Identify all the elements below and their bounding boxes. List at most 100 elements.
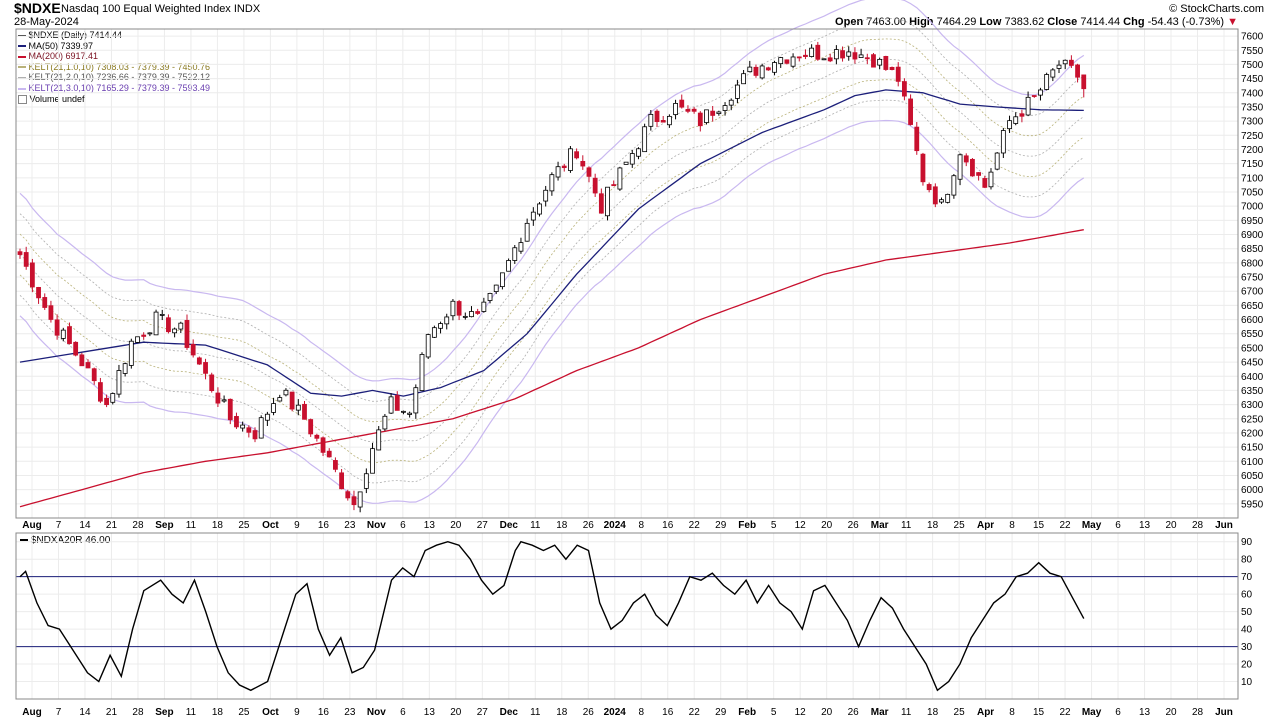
candle-body (908, 98, 913, 125)
candle (586, 166, 592, 183)
price-y-tick-label: 6000 (1241, 485, 1264, 496)
candle (561, 163, 567, 172)
legend-price-text: $NDXE (Daily) 7414.44 (28, 30, 123, 40)
candle-body (926, 184, 932, 191)
price-x-tick-label: 28 (1192, 520, 1204, 531)
candle (784, 59, 790, 65)
legend-ma200-swatch-icon (18, 55, 26, 58)
candle (530, 207, 536, 226)
legend-kelt2-swatch-icon (18, 77, 26, 79)
candle (697, 111, 703, 132)
candle-body (728, 99, 734, 106)
price-y-tick-label: 7600 (1241, 32, 1264, 43)
kelt2-lower (19, 99, 1085, 484)
price-x-tick-label: 22 (689, 520, 701, 531)
price-x-tick-label: Sep (155, 520, 173, 531)
candle-body (611, 184, 617, 187)
candle (271, 397, 276, 416)
price-y-tick-label: 6200 (1241, 428, 1264, 439)
candle (636, 147, 641, 160)
exchange-label: INDX (233, 3, 261, 15)
candle (215, 387, 221, 407)
candle-body (722, 105, 728, 111)
candle-body (234, 416, 239, 428)
candle-body (190, 343, 196, 356)
osc-x-tick-label: 11 (901, 707, 912, 718)
legend-kelt1-swatch-icon (18, 66, 26, 69)
candle (580, 155, 586, 170)
candle-body (376, 429, 382, 451)
candle (988, 168, 994, 190)
candle-body (629, 153, 635, 165)
candle (605, 186, 610, 221)
candle (951, 174, 957, 199)
price-y-tick-label: 6900 (1241, 230, 1264, 241)
candle (295, 399, 301, 416)
legend-kelt2: KELT(21,2.0,10) 7236.66 - 7379.39 - 7522… (18, 72, 210, 83)
legend-volume: Volume undef (18, 94, 210, 105)
price-y-tick-label: 6850 (1241, 244, 1264, 255)
candle (1056, 60, 1062, 74)
candle (302, 400, 307, 420)
price-y-tick-label: 7050 (1241, 188, 1264, 199)
candle-body (339, 472, 345, 490)
osc-y-tick-label: 50 (1241, 607, 1253, 618)
price-x-tick-label: 2024 (604, 520, 627, 531)
candle-body (370, 448, 375, 474)
candle-body (419, 354, 425, 392)
chg-value: -54.43 (-0.73%) (1147, 16, 1225, 28)
candle (753, 64, 759, 78)
candle (147, 332, 153, 337)
candle (821, 58, 827, 61)
candle-body (660, 120, 666, 123)
candle (493, 284, 499, 295)
candle-body (196, 357, 202, 365)
candle-body (116, 370, 122, 395)
candle-body (29, 262, 35, 288)
candle-body (1075, 64, 1080, 78)
candle-body (871, 54, 876, 68)
price-x-tick-label: 6 (400, 520, 406, 531)
high-value: 7464.29 (936, 16, 977, 28)
brand-label[interactable]: © StockCharts.com (1169, 3, 1264, 15)
price-x-tick-label: 16 (662, 520, 674, 531)
candle-body (945, 193, 951, 203)
candle-body (716, 111, 722, 114)
price-x-tick-label: 8 (638, 520, 644, 531)
price-x-tick-label: May (1082, 520, 1102, 531)
candle-body (821, 58, 827, 61)
candle-body (543, 189, 549, 202)
osc-x-tick-label: 28 (1192, 707, 1204, 718)
candle (104, 394, 109, 408)
candle (877, 57, 883, 70)
candle (1038, 87, 1043, 101)
price-x-tick-label: 11 (186, 520, 197, 531)
osc-x-tick-label: 12 (795, 707, 807, 718)
candle (537, 202, 542, 217)
candle-body (302, 403, 307, 420)
candle-body (902, 81, 907, 97)
candle-body (407, 412, 413, 415)
candle-body (506, 260, 511, 272)
osc-x-tick-label: 18 (927, 707, 939, 718)
candle-body (549, 174, 555, 192)
price-y-tick-label: 6450 (1241, 358, 1264, 369)
price-y-tick-label: 6600 (1241, 315, 1264, 326)
osc-y-tick-label: 40 (1241, 625, 1253, 636)
down-arrow-icon: ▼ (1227, 16, 1238, 28)
candle-body (401, 410, 406, 413)
price-x-tick-label: 6 (1115, 520, 1121, 531)
candle (116, 364, 122, 398)
candle (184, 314, 190, 350)
candle-body (840, 50, 845, 59)
candle (382, 413, 388, 431)
osc-x-tick-label: Nov (367, 707, 386, 718)
candle (920, 152, 926, 186)
candle-body (258, 417, 264, 439)
candle (401, 410, 406, 415)
candle (370, 442, 375, 474)
candle-body (790, 56, 796, 67)
candle (85, 359, 91, 369)
oscillator-grid (16, 533, 1238, 699)
